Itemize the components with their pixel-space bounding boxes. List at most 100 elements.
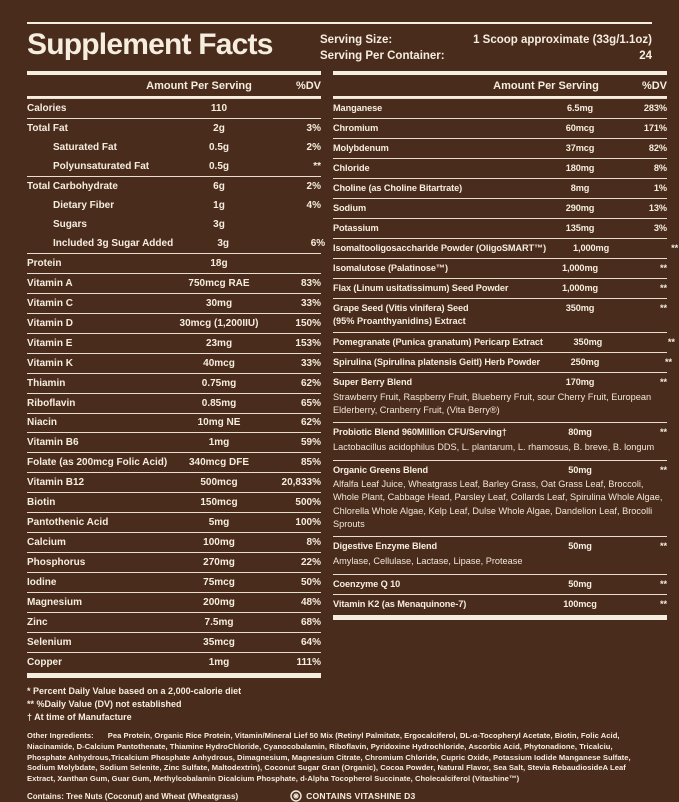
- nutrient-name: Dietary Fiber: [53, 199, 115, 211]
- nutrient-amount: 110: [210, 102, 228, 114]
- nutrient-row-line: Vitamin B6 1mg 59%: [27, 436, 321, 450]
- nutrient-amount: 150mcg: [200, 497, 238, 509]
- nutrient-dv: 13%: [648, 202, 667, 213]
- nutrient-sublist: Alfalfa Leaf Juice, Wheatgrass Leaf, Bar…: [333, 479, 663, 529]
- nutrient-name: Zinc: [27, 617, 48, 629]
- nutrient-amount: 350mg: [573, 337, 603, 348]
- left-rows: Calories 110 Total Fat 2g 3% Saturated Fat 0.5…: [27, 96, 325, 672]
- nutrient-name: Coenzyme Q 10: [333, 578, 401, 589]
- nutrient-dv: 3%: [653, 222, 667, 233]
- amount-header: Amount Per Serving: [493, 80, 599, 92]
- nutrient-row: Sugars 3g: [27, 215, 321, 234]
- nutrient-amount: 7.5mg: [204, 617, 234, 629]
- nutrient-row: Selenium 35mcg 64%: [27, 632, 321, 652]
- nutrient-row: Vitamin B12 500mcg 20,833%: [27, 472, 321, 492]
- nutrient-row: Choline (as Choline Bitartrate) 8mg 1%: [333, 177, 667, 198]
- nutrient-amount: 270mg: [203, 557, 235, 569]
- thick-divider: [333, 71, 667, 75]
- nutrient-row: Polyunsaturated Fat 0.5g **: [27, 157, 321, 176]
- serving-size-value: 1 Scoop approximate (33g/1.1oz): [473, 34, 652, 46]
- nutrient-dv: 33%: [300, 297, 321, 309]
- nutrient-name: Protein: [27, 257, 62, 269]
- nutrient-name: Included 3g Sugar Added: [53, 237, 174, 249]
- nutrient-row: Vitamin K2 (as Menaquinone-7) 100mcg **: [333, 593, 667, 614]
- nutrient-amount: 1mg: [208, 437, 230, 449]
- nutrient-name: Super Berry Blend: [333, 377, 412, 388]
- nutrient-name: Iodine: [27, 577, 57, 589]
- nutrient-row-line: Vitamin K2 (as Menaquinone-7) 100mcg **: [333, 597, 667, 611]
- nutrient-row: Molybdenum 37mcg 82%: [333, 137, 667, 158]
- nutrient-name: Vitamin A: [27, 277, 73, 289]
- nutrient-row: Thiamin 0.75mg 62%: [27, 372, 321, 393]
- nutrient-dv: 64%: [300, 637, 321, 649]
- nutrient-name: Molybdenum: [333, 142, 389, 153]
- nutrient-name: Riboflavin: [27, 397, 76, 409]
- serving-size-label: Serving Size:: [320, 34, 393, 46]
- nutrient-dv: **: [660, 377, 667, 388]
- nutrient-name: Manganese: [333, 102, 383, 113]
- nutrient-amount: 2g: [213, 122, 225, 134]
- nutrient-row-line: Total Fat 2g 3%: [27, 121, 321, 135]
- nutrient-row: Vitamin A 750mcg RAE 83%: [27, 272, 321, 293]
- serving-per-container-row: Serving Per Container: 24: [320, 48, 652, 64]
- nutrient-row: Iodine 75mcg 50%: [27, 572, 321, 592]
- nutrient-name: Potassium: [333, 222, 379, 233]
- nutrient-dv: 50%: [300, 577, 321, 589]
- nutrient-name: Digestive Enzyme Blend: [333, 541, 437, 552]
- nutrient-amount: 170mg: [565, 377, 595, 388]
- nutrient-row-line: Vitamin K 40mcg 33%: [27, 356, 321, 370]
- nutrient-name: Isomaltooligosaccharide Powder (OligoSMA…: [333, 242, 547, 253]
- contains-statement: Contains: Tree Nuts (Coconut) and Wheat …: [27, 791, 239, 801]
- nutrient-dv: 62%: [300, 417, 321, 429]
- nutrient-dv: 62%: [300, 377, 321, 389]
- vitashine-badge-label: CONTAINS VITASHINE D3: [306, 791, 416, 802]
- nutrient-name: Folate (as 200mcg Folic Acid): [27, 457, 168, 469]
- nutrient-name: Grape Seed (Vitis vinifera) Seed: [333, 302, 469, 313]
- nutrient-row: Chromium 60mcg 171%: [333, 117, 667, 138]
- nutrient-row-line: Vitamin B12 500mcg 20,833%: [27, 476, 321, 490]
- nutrient-amount: 0.5g: [208, 160, 229, 172]
- nutrient-amount: 18g: [210, 257, 228, 269]
- nutrient-row-line: Saturated Fat 0.5g 2%: [27, 140, 321, 154]
- nutrient-row: Niacin 10mg NE 62%: [27, 412, 321, 433]
- nutrient-sublist: Lactobacillus acidophilus DDS, L. planta…: [333, 442, 655, 453]
- nutrient-dv: 48%: [300, 597, 321, 609]
- nutrient-dv: 33%: [300, 357, 321, 369]
- right-rows: Manganese 6.5mg 283% Chromium 60mcg 171% Molyb…: [333, 96, 678, 614]
- nutrient-row-line: Sodium 290mg 13%: [333, 201, 667, 215]
- nutrient-name: Copper: [27, 657, 62, 669]
- nutrient-row-line: Pomegranate (Punica granatum) Pericarp E…: [333, 336, 675, 350]
- nutrient-dv: 83%: [300, 277, 321, 289]
- nutrient-name: Total Fat: [27, 122, 68, 134]
- nutrient-amount: 200mg: [203, 597, 235, 609]
- nutrient-row-line: Selenium 35mcg 64%: [27, 636, 321, 650]
- nutrient-row: Zinc 7.5mg 68%: [27, 612, 321, 632]
- nutrient-name: Vitamin C: [27, 297, 73, 309]
- nutrient-row-line: Isomaltooligosaccharide Powder (OligoSMA…: [333, 241, 678, 255]
- nutrient-row: Biotin 150mcg 500%: [27, 492, 321, 512]
- nutrient-amount: 6g: [213, 180, 225, 192]
- nutrient-columns: Amount Per Serving %DV Calories 110 Total …: [27, 71, 678, 679]
- nutrient-row: Sodium 290mg 13%: [333, 197, 667, 218]
- nutrient-amount: 0.5g: [208, 141, 229, 153]
- footnote: † At time of Manufacture: [27, 712, 132, 723]
- nutrient-name: Polyunsaturated Fat: [53, 160, 150, 172]
- nutrient-row: Pantothenic Acid 5mg 100%: [27, 512, 321, 532]
- nutrient-amount: 30mcg (1,200IIU): [179, 317, 259, 329]
- nutrient-row-line: Biotin 150mcg 500%: [27, 496, 321, 510]
- nutrient-name: Niacin: [27, 417, 58, 429]
- nutrient-row: Magnesium 200mg 48%: [27, 592, 321, 612]
- nutrient-row: Included 3g Sugar Added 3g 6%: [27, 234, 325, 253]
- nutrient-row-line: Vitamin D 30mcg (1,200IIU) 150%: [27, 316, 321, 330]
- nutrient-dv: 150%: [295, 317, 321, 329]
- nutrient-row-line: Thiamin 0.75mg 62%: [27, 376, 321, 390]
- nutrient-dv: [269, 263, 321, 266]
- nutrient-dv: 3%: [306, 122, 321, 134]
- nutrient-amount: 6.5mg: [566, 102, 594, 113]
- nutrient-row: Protein 18g: [27, 252, 321, 273]
- nutrient-row: Vitamin E 23mg 153%: [27, 332, 321, 353]
- nutrient-dv: 82%: [648, 142, 667, 153]
- nutrient-amount: 50mg: [568, 541, 592, 552]
- nutrient-name: Choline (as Choline Bitartrate): [333, 182, 463, 193]
- thick-divider-bottom: [333, 614, 667, 620]
